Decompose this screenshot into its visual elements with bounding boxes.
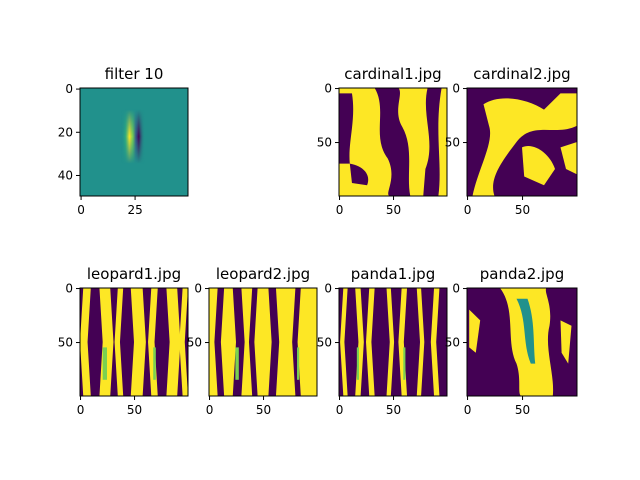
x-tick-label: 0 xyxy=(206,403,214,417)
y-tick-label: 0 xyxy=(194,282,202,296)
x-tick-label: 50 xyxy=(256,403,271,417)
heatmap-image xyxy=(467,288,577,396)
y-tick-label: 50 xyxy=(58,336,73,350)
subplot-4: leopard1.jpg 0 50 0 50 xyxy=(58,265,189,417)
y-tick-label: 0 xyxy=(452,282,460,296)
axes-frame xyxy=(79,287,189,397)
x-tick-label: 50 xyxy=(386,203,401,217)
subplot-title: cardinal2.jpg xyxy=(473,65,570,83)
axes-frame xyxy=(466,87,578,197)
axes-frame xyxy=(208,287,318,397)
axes-frame xyxy=(338,287,448,397)
subplot-title: leopard2.jpg xyxy=(216,265,310,283)
subplot-title: panda2.jpg xyxy=(480,265,564,283)
y-tick-label: 40 xyxy=(58,168,73,182)
x-tick-label: 0 xyxy=(336,403,344,417)
heatmap-image xyxy=(339,88,447,196)
x-tick-label: 0 xyxy=(336,203,344,217)
x-tick-label: 50 xyxy=(515,203,530,217)
heatmap-image xyxy=(80,288,188,396)
heatmap-image xyxy=(339,288,447,396)
y-tick-label: 0 xyxy=(452,82,460,96)
y-tick-label: 20 xyxy=(58,125,73,139)
y-tick-label: 50 xyxy=(317,136,332,150)
heatmap-image xyxy=(209,288,317,396)
subplot-2: cardinal1.jpg 0 50 0 50 xyxy=(317,65,448,217)
subplot-6: panda1.jpg 0 50 0 50 xyxy=(317,265,448,417)
x-tick-label: 50 xyxy=(386,403,401,417)
y-tick-label: 0 xyxy=(324,82,332,96)
y-tick-label: 50 xyxy=(317,336,332,350)
subplot-title: panda1.jpg xyxy=(351,265,435,283)
subplot-7: panda2.jpg 0 50 0 50 xyxy=(445,265,578,417)
subplot-title: leopard1.jpg xyxy=(87,265,181,283)
y-tick-label: 0 xyxy=(65,282,73,296)
subplot-1: filter 10 0 25 0 20 40 xyxy=(58,65,189,217)
x-tick-label: 50 xyxy=(127,403,142,417)
subplot-5: leopard2.jpg 0 50 0 50 xyxy=(187,265,318,417)
subplot-title: filter 10 xyxy=(105,65,164,83)
heatmap-image xyxy=(467,88,577,196)
x-tick-label: 0 xyxy=(77,403,85,417)
axes-frame xyxy=(338,87,448,197)
axes-frame xyxy=(79,87,189,197)
x-tick-label: 50 xyxy=(515,403,530,417)
x-tick-label: 0 xyxy=(464,203,472,217)
y-tick-label: 50 xyxy=(187,336,202,350)
axes-frame xyxy=(466,287,578,397)
heatmap-image xyxy=(80,88,188,196)
subplot-3: cardinal2.jpg 0 50 0 50 xyxy=(445,65,578,217)
y-tick-label: 0 xyxy=(324,282,332,296)
y-tick-label: 0 xyxy=(65,82,73,96)
x-tick-label: 0 xyxy=(77,203,85,217)
x-tick-label: 25 xyxy=(127,203,142,217)
y-tick-label: 50 xyxy=(445,336,460,350)
subplot-title: cardinal1.jpg xyxy=(344,65,441,83)
y-tick-label: 50 xyxy=(445,136,460,150)
x-tick-label: 0 xyxy=(464,403,472,417)
